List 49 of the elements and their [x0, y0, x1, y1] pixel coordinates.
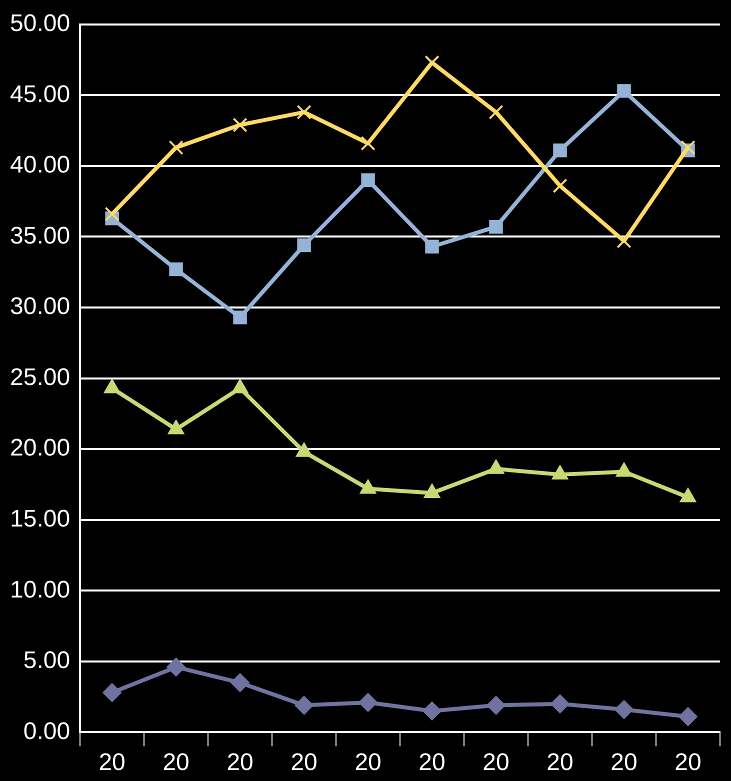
x-tick-label: 20: [482, 749, 510, 776]
point: [232, 118, 248, 132]
x-tick-label: 20: [226, 749, 254, 776]
x-tick-label: 20: [674, 749, 702, 776]
point: [168, 140, 184, 155]
y-tick-label: 15.00: [10, 505, 70, 532]
point: [488, 104, 504, 120]
point: [233, 310, 247, 324]
point: [552, 178, 568, 194]
point: [422, 701, 442, 720]
point: [680, 140, 696, 155]
point: [102, 683, 122, 702]
y-tick-label: 35.00: [10, 222, 70, 250]
point: [294, 696, 314, 715]
point: [617, 84, 631, 98]
point: [360, 136, 376, 151]
point: [614, 700, 634, 720]
y-tick-label: 25.00: [10, 364, 70, 391]
point: [358, 692, 378, 712]
point: [553, 144, 567, 158]
point: [550, 694, 570, 714]
y-tick-label: 50.00: [10, 10, 70, 38]
point: [486, 696, 506, 715]
point: [169, 262, 183, 276]
y-tick-label: 30.00: [10, 293, 70, 320]
point: [230, 673, 250, 692]
point: [424, 55, 440, 70]
point: [104, 206, 120, 222]
x-tick-label: 20: [610, 749, 638, 776]
x-tick-label: 20: [98, 749, 126, 776]
point: [361, 173, 375, 187]
point: [166, 658, 186, 677]
y-tick-label: 5.00: [23, 647, 70, 674]
x-tick-label: 20: [418, 749, 446, 776]
point: [678, 707, 698, 726]
point: [297, 238, 311, 252]
y-tick-label: 40.00: [10, 152, 70, 179]
x-tick-label: 20: [354, 749, 382, 776]
y-tick-label: 45.00: [10, 80, 70, 108]
x-tick-label: 20: [162, 749, 190, 776]
y-tick-label: 10.00: [10, 576, 70, 604]
x-tick-label: 20: [546, 749, 574, 776]
y-tick-label: 20.00: [10, 434, 70, 462]
point: [489, 220, 503, 234]
point: [296, 104, 312, 120]
point: [425, 240, 439, 254]
y-tick-label: 0.00: [23, 718, 70, 745]
x-tick-label: 20: [290, 749, 318, 776]
point: [616, 234, 632, 248]
